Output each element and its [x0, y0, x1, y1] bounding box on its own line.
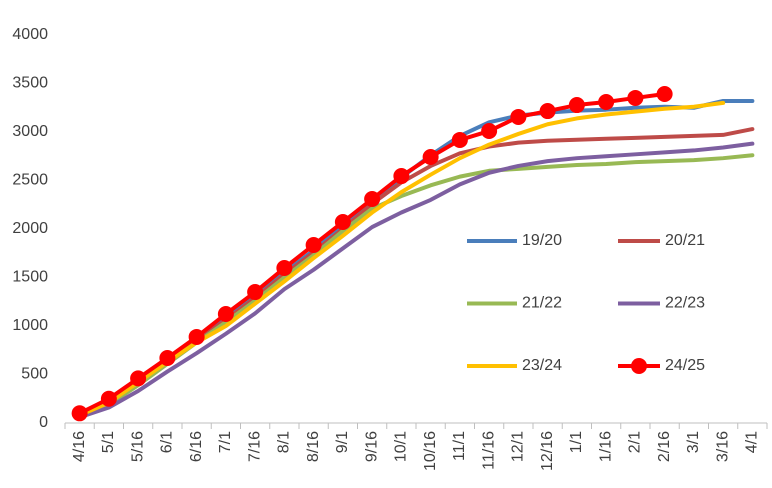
x-tick-label: 12/16: [539, 431, 556, 471]
y-tick-label: 1000: [12, 317, 48, 334]
data-point: [422, 149, 439, 166]
x-tick-label: 2/16: [656, 431, 673, 462]
data-point: [627, 89, 644, 106]
legend-marker: [631, 358, 647, 374]
data-point: [510, 108, 527, 125]
x-tick-label: 10/1: [393, 431, 410, 462]
data-point: [481, 123, 498, 140]
y-tick-label: 1500: [12, 269, 48, 286]
series-line: [77, 141, 755, 420]
data-point: [71, 405, 88, 422]
x-tick-label: 4/1: [744, 431, 761, 453]
data-point: [568, 97, 585, 114]
x-tick-label: 9/16: [363, 431, 380, 462]
x-tick-label: 6/16: [188, 431, 205, 462]
y-tick-label: 500: [21, 366, 48, 383]
x-tick-label: 7/16: [246, 431, 263, 462]
data-point: [276, 259, 293, 276]
x-tick-label: 6/1: [159, 431, 176, 453]
y-tick-label: 4000: [12, 26, 48, 43]
data-point: [217, 305, 234, 322]
x-tick-label: 11/16: [480, 431, 497, 470]
legend-label: 22/23: [665, 295, 705, 312]
legend-label: 20/21: [665, 232, 705, 249]
x-tick-label: 3/16: [714, 431, 731, 462]
x-tick-label: 8/16: [305, 431, 322, 462]
data-point: [305, 237, 322, 254]
y-tick-label: 2000: [12, 220, 48, 237]
data-point: [247, 284, 264, 301]
x-tick-label: 10/16: [422, 431, 439, 471]
x-tick-label: 2/1: [627, 431, 644, 453]
x-tick-label: 9/1: [334, 431, 351, 453]
y-tick-label: 0: [39, 414, 48, 431]
y-tick-label: 3500: [12, 75, 48, 92]
x-tick-label: 1/16: [597, 431, 614, 462]
data-point: [334, 214, 351, 231]
y-tick-label: 2500: [12, 172, 48, 189]
data-point: [393, 168, 410, 185]
series-line: [77, 98, 755, 418]
legend-label: 21/22: [522, 295, 562, 312]
x-tick-label: 7/1: [217, 431, 234, 453]
x-tick-label: 11/1: [451, 431, 468, 461]
y-tick-label: 3000: [12, 123, 48, 140]
x-tick-label: 4/16: [71, 431, 88, 462]
legend-label: 24/25: [665, 357, 705, 374]
x-tick-label: 5/16: [129, 431, 146, 462]
data-point: [159, 350, 176, 367]
data-point: [100, 390, 117, 407]
data-point: [451, 131, 468, 148]
data-point: [539, 103, 556, 120]
legend-label: 23/24: [522, 357, 562, 374]
x-tick-label: 3/1: [685, 431, 702, 453]
x-tick-label: 8/1: [276, 431, 293, 453]
legend-label: 19/20: [522, 232, 562, 249]
series-line: [77, 100, 726, 418]
data-point: [656, 85, 673, 102]
series-line: [77, 153, 755, 418]
x-tick-label: 1/1: [568, 431, 585, 453]
data-point: [364, 191, 381, 208]
data-point: [130, 370, 147, 387]
series-line: [77, 127, 755, 418]
data-point: [598, 94, 615, 111]
data-point: [188, 328, 205, 345]
x-tick-label: 12/1: [510, 431, 527, 462]
x-tick-label: 5/1: [100, 431, 117, 453]
